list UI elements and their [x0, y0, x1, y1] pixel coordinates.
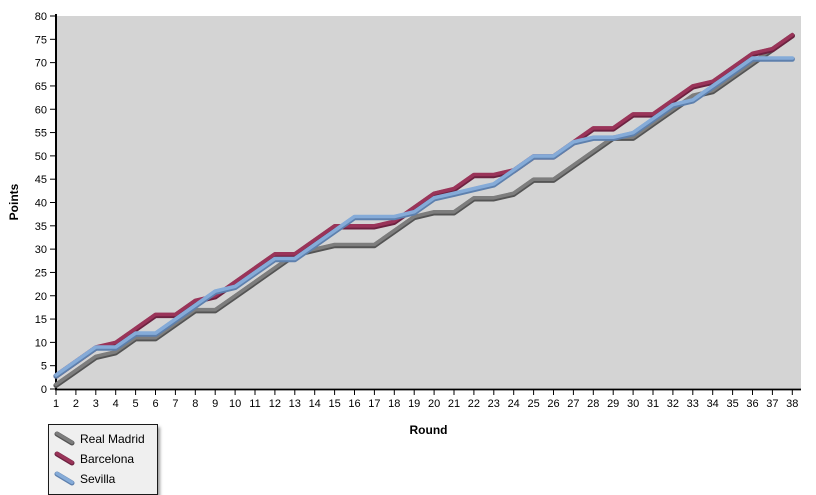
- svg-text:4: 4: [113, 398, 119, 410]
- svg-text:25: 25: [527, 398, 539, 410]
- svg-text:5: 5: [133, 398, 139, 410]
- svg-text:40: 40: [35, 198, 47, 210]
- svg-text:11: 11: [249, 398, 260, 410]
- svg-text:38: 38: [786, 398, 798, 410]
- svg-text:27: 27: [567, 398, 579, 410]
- svg-text:32: 32: [667, 398, 679, 410]
- svg-text:15: 15: [35, 314, 47, 326]
- svg-text:5: 5: [41, 361, 47, 373]
- real-madrid-line-marker-icon: [54, 431, 75, 446]
- svg-text:16: 16: [348, 398, 360, 410]
- svg-text:45: 45: [35, 174, 47, 186]
- svg-text:75: 75: [35, 34, 47, 46]
- legend-item-sevilla: Sevilla: [54, 469, 145, 489]
- svg-text:1: 1: [53, 398, 59, 410]
- series-line-real-madrid: [53, 32, 795, 388]
- svg-text:70: 70: [35, 58, 47, 70]
- svg-text:50: 50: [35, 151, 47, 163]
- legend-item-barcelona: Barcelona: [54, 449, 145, 469]
- svg-text:34: 34: [707, 398, 719, 410]
- svg-text:3: 3: [93, 398, 99, 410]
- svg-text:19: 19: [408, 398, 420, 410]
- svg-text:9: 9: [212, 398, 218, 410]
- svg-text:13: 13: [289, 398, 301, 410]
- legend-label: Real Madrid: [80, 432, 145, 446]
- svg-text:31: 31: [647, 398, 659, 410]
- svg-text:30: 30: [627, 398, 639, 410]
- svg-text:36: 36: [746, 398, 758, 410]
- legend-label: Barcelona: [80, 452, 135, 466]
- svg-text:23: 23: [488, 398, 500, 410]
- svg-text:24: 24: [508, 398, 520, 410]
- svg-text:21: 21: [448, 398, 460, 410]
- barcelona-line-marker-icon: [54, 451, 75, 466]
- sevilla-line-marker-icon: [54, 471, 75, 486]
- svg-text:55: 55: [35, 128, 47, 140]
- svg-text:35: 35: [35, 221, 47, 233]
- svg-text:30: 30: [35, 244, 47, 256]
- legend: Real Madrid Barcelona Sevilla: [48, 424, 158, 495]
- x-axis-ticks: 1 2 3 4 5 6 7 8 9 10 11 12 13 14 15 16 17 18 19 20 21 22 23 24 2…: [53, 390, 798, 410]
- svg-text:29: 29: [607, 398, 619, 410]
- y-axis-title: Points: [7, 183, 21, 221]
- svg-text:26: 26: [547, 398, 559, 410]
- svg-text:18: 18: [388, 398, 400, 410]
- series-line-barcelona: [53, 32, 795, 379]
- svg-text:10: 10: [229, 398, 241, 410]
- svg-text:80: 80: [35, 11, 47, 23]
- svg-text:35: 35: [726, 398, 738, 410]
- svg-text:15: 15: [328, 398, 340, 410]
- svg-text:14: 14: [309, 398, 321, 410]
- svg-text:20: 20: [35, 291, 47, 303]
- series-line-sevilla: [53, 56, 795, 379]
- svg-text:33: 33: [687, 398, 699, 410]
- svg-text:7: 7: [172, 398, 178, 410]
- y-axis-ticks: 0 5 10 15 20 25 30 35 40 45 50 55 60 65 70 75 80: [35, 11, 56, 396]
- svg-text:65: 65: [35, 81, 47, 93]
- x-axis-title: Round: [409, 423, 448, 437]
- svg-text:22: 22: [468, 398, 480, 410]
- svg-text:12: 12: [269, 398, 281, 410]
- svg-text:28: 28: [587, 398, 599, 410]
- legend-label: Sevilla: [80, 472, 116, 486]
- svg-text:25: 25: [35, 267, 47, 279]
- svg-text:6: 6: [152, 398, 158, 410]
- svg-text:37: 37: [766, 398, 778, 410]
- svg-text:0: 0: [41, 384, 47, 396]
- svg-text:17: 17: [368, 398, 380, 410]
- svg-text:60: 60: [35, 104, 47, 116]
- legend-item-real-madrid: Real Madrid: [54, 429, 145, 449]
- svg-text:10: 10: [35, 337, 47, 349]
- svg-text:2: 2: [73, 398, 79, 410]
- svg-text:20: 20: [428, 398, 440, 410]
- svg-text:8: 8: [192, 398, 198, 410]
